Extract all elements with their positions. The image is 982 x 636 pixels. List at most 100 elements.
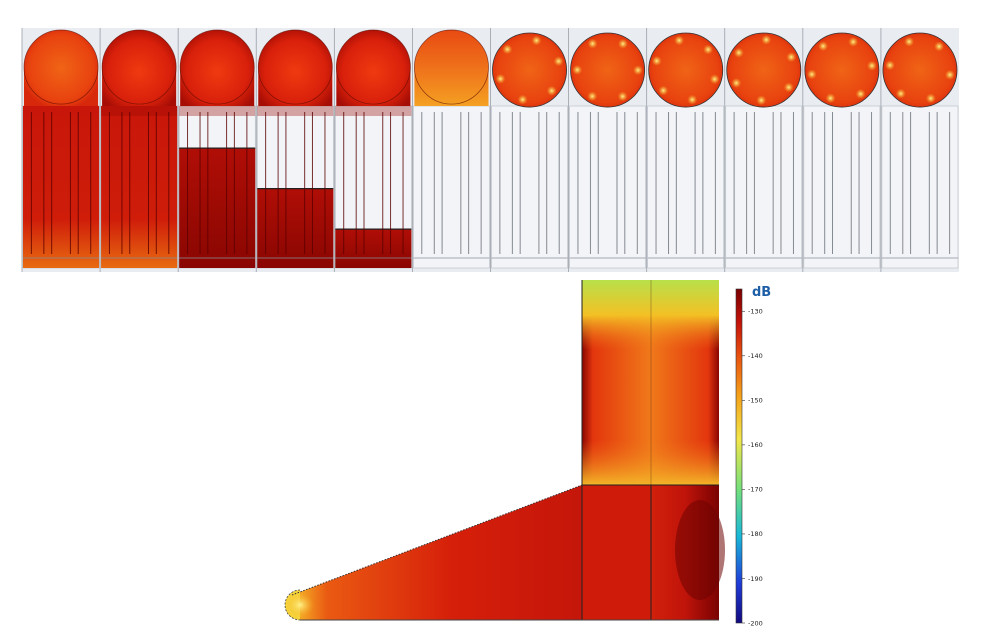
frame-cap-outline [101, 29, 177, 105]
box-region-left [582, 485, 651, 620]
frame-hot-spot [904, 36, 915, 47]
frame-hot-spot [531, 35, 542, 46]
frame-field-fill [179, 148, 256, 268]
frame-hot-spot [731, 78, 742, 89]
frame-12 [880, 28, 959, 272]
frame-circle [570, 32, 646, 108]
frame-hot-spot [866, 60, 877, 71]
frame-cap [180, 30, 255, 107]
frame-cap-outline [179, 29, 255, 105]
frame-circle [804, 32, 880, 108]
frame-hot-spot [502, 44, 513, 55]
colorbar-tick-label: -150 [748, 397, 763, 405]
frame-cap [258, 29, 333, 106]
frame-body-outline [881, 105, 959, 269]
frame-hot-spot [658, 85, 669, 96]
frame-3 [177, 28, 256, 272]
frame-cap-outline [23, 29, 99, 105]
frame-field-fill [257, 188, 334, 268]
frame-body-outline [725, 105, 803, 269]
frame-circle [492, 32, 567, 108]
frame-hot-spot [709, 74, 720, 85]
frame-hot-spot [895, 88, 906, 99]
frame-hot-spot [617, 38, 628, 49]
frame-hot-spot [617, 91, 628, 102]
frame-hot-spot [703, 44, 714, 55]
colorbar-tick-label: -170 [748, 486, 763, 494]
frame-4 [255, 28, 334, 272]
frame-cap [102, 30, 177, 106]
frame-hot-spot [572, 64, 583, 75]
frame-field-fill [101, 106, 178, 268]
frame-1 [21, 28, 100, 272]
frame-hot-spot [925, 93, 936, 104]
top-strip-frames [21, 28, 959, 272]
frame-hot-spot [495, 73, 506, 84]
frame-hot-spot [786, 52, 797, 63]
colorbar-tick-label: -140 [748, 352, 763, 360]
frame-circle [648, 32, 724, 108]
frame-hot-spot [806, 69, 817, 80]
frame-circle [882, 32, 958, 108]
frame-body-outline [569, 105, 646, 269]
frame-hot-spot [783, 82, 794, 93]
colorbar-gradient [735, 288, 743, 624]
frame-hot-spot [855, 88, 866, 99]
frame-cap-outline [335, 29, 411, 105]
frame-body-outline [647, 105, 725, 269]
frame-hot-spot [674, 35, 685, 46]
frame-body-outline [413, 105, 490, 269]
frame-cap [24, 29, 99, 106]
frame-circle [726, 32, 802, 108]
colorbar-tick-label: -180 [748, 530, 763, 538]
frame-hot-spot [848, 36, 859, 47]
box-hot-spot [675, 500, 725, 600]
tower-top-highlight [582, 280, 719, 350]
frame-7 [490, 28, 568, 272]
colorbar-tick-label: -200 [748, 619, 763, 627]
frame-6 [412, 28, 490, 272]
frame-hot-spot [587, 91, 598, 102]
frame-fill-shade [179, 106, 256, 116]
frame-hot-spot [934, 41, 945, 52]
frame-cap-outline [257, 29, 333, 105]
frame-hot-spot [756, 95, 767, 106]
frame-9 [646, 28, 725, 272]
frame-hot-spot [687, 94, 698, 105]
frame-hot-spot [761, 34, 772, 45]
frame-hot-spot [733, 47, 744, 58]
frame-10 [724, 28, 803, 272]
colorbar-tick-label: -160 [748, 441, 763, 449]
frame-fill-shade [335, 106, 412, 116]
frame-hot-spot [587, 38, 598, 49]
wedge-region [292, 485, 582, 620]
frame-hot-spot [884, 60, 895, 71]
colorbar-tick-label: -130 [748, 308, 763, 316]
frame-body-outline [803, 105, 881, 269]
frame-5 [333, 28, 412, 272]
colorbar-tick-label: -190 [748, 575, 763, 583]
colorbar: dB -130 -140 -150 -160 -170 -180 -190 -200 [735, 285, 771, 627]
colorbar-title: dB [752, 285, 771, 300]
frame-fill-shade [101, 106, 178, 116]
frame-hot-spot [553, 56, 564, 67]
frame-hot-spot [546, 85, 557, 96]
frame-cap [336, 29, 411, 106]
frame-hot-spot [825, 93, 836, 104]
frame-hot-spot [944, 69, 955, 80]
source-glow [286, 593, 314, 617]
frame-cap [414, 29, 489, 106]
main-simulation [284, 280, 725, 621]
geometry-edges [291, 280, 719, 621]
frame-8 [568, 28, 646, 272]
frame-field-fill [23, 106, 100, 268]
frame-hot-spot [632, 65, 643, 76]
frame-hot-spot [517, 94, 528, 105]
colorbar-ticks: -130 -140 -150 -160 -170 -180 -190 -200 [742, 308, 763, 627]
frame-cap-outline [414, 29, 489, 105]
frame-hot-spot [818, 41, 829, 52]
frame-11 [802, 28, 881, 272]
tower-bottom-highlight [582, 440, 719, 485]
frame-2 [99, 28, 178, 272]
